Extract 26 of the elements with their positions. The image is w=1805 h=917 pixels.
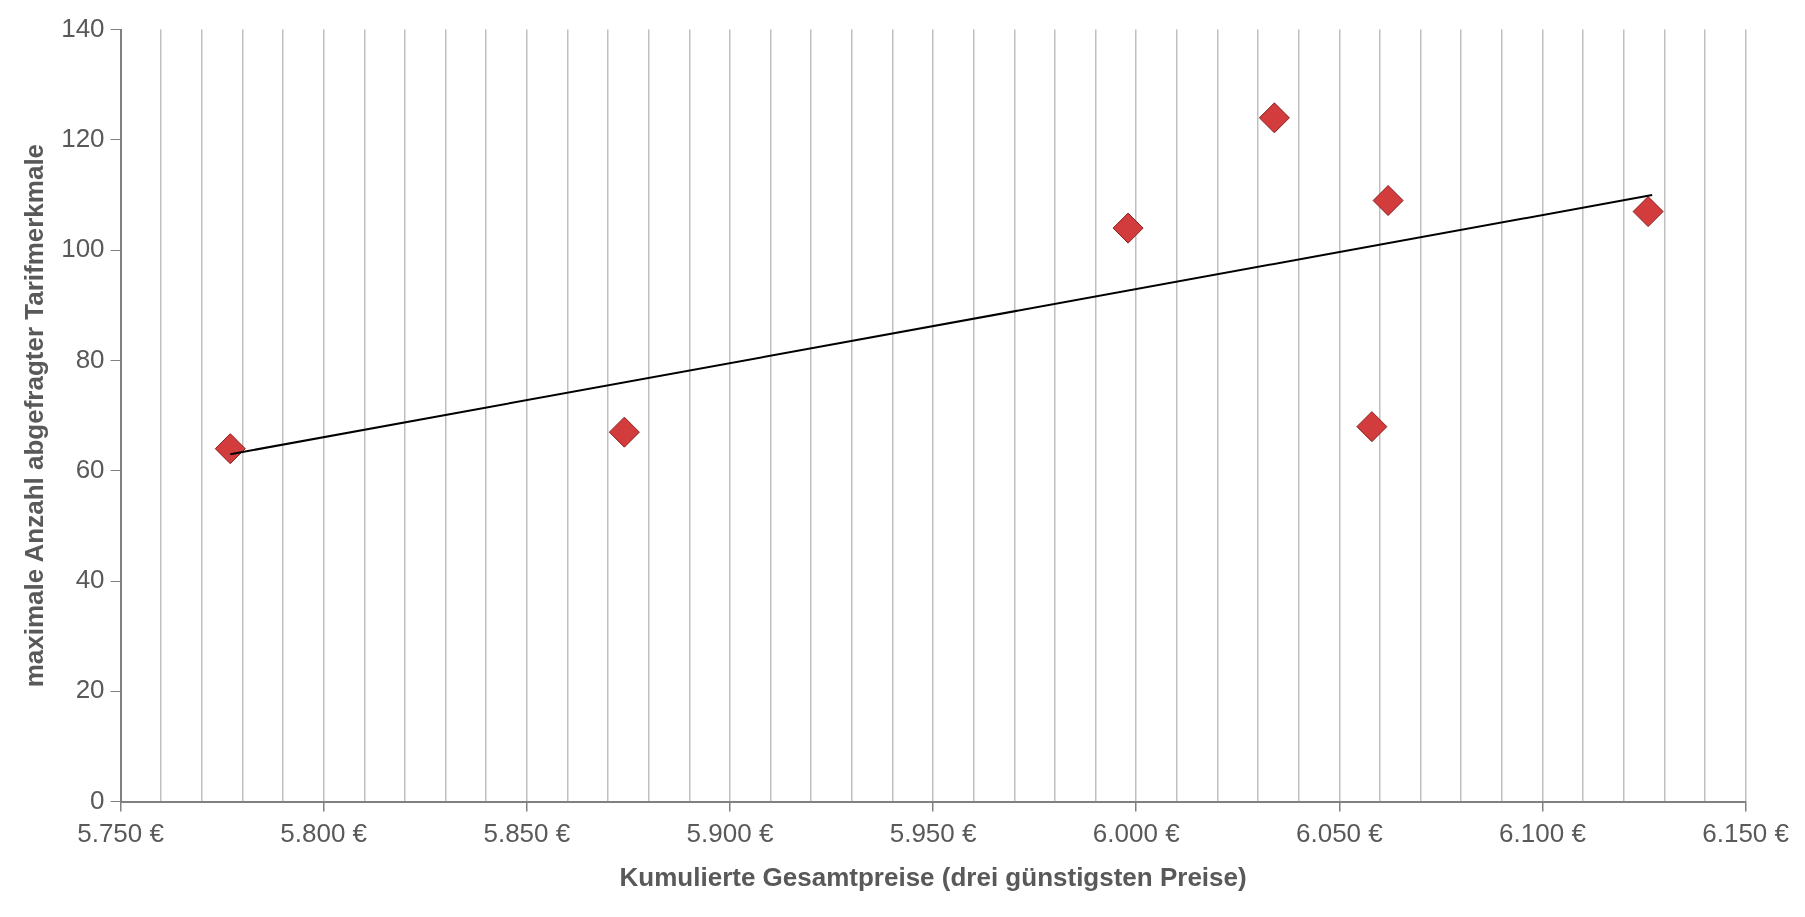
point bbox=[1632, 196, 1664, 228]
y-tick-label: 140 bbox=[61, 12, 105, 43]
x-axis-title: Kumulierte Gesamtpreise (drei günstigsten Preise) bbox=[619, 861, 1247, 892]
y-tick-label: 20 bbox=[75, 674, 105, 705]
x-tick-label: 6.150 € bbox=[1702, 818, 1790, 849]
point bbox=[214, 433, 246, 465]
point bbox=[1112, 212, 1144, 244]
y-tick-label: 80 bbox=[75, 343, 105, 374]
y-tick-label: 120 bbox=[61, 123, 105, 154]
x-tick-label: 6.100 € bbox=[1499, 818, 1587, 849]
point bbox=[1372, 185, 1404, 217]
x-tick-label: 5.900 € bbox=[686, 818, 774, 849]
y-tick-label: 0 bbox=[90, 784, 105, 815]
y-tick-label: 40 bbox=[75, 564, 105, 595]
x-tick-label: 5.750 € bbox=[77, 818, 165, 849]
point bbox=[1258, 102, 1290, 134]
x-tick-label: 5.800 € bbox=[280, 818, 368, 849]
x-tick-label: 6.000 € bbox=[1092, 818, 1181, 849]
point bbox=[1356, 411, 1388, 443]
x-tick-label: 5.950 € bbox=[889, 818, 978, 849]
y-tick-label: 60 bbox=[75, 453, 105, 484]
y-tick-label: 100 bbox=[61, 233, 105, 264]
x-tick-label: 6.050 € bbox=[1295, 818, 1384, 849]
point bbox=[608, 416, 640, 448]
y-axis-title: maximale Anzahl abgefragter Tarifmerkmale bbox=[18, 143, 49, 688]
x-tick-label: 5.850 € bbox=[483, 818, 571, 849]
